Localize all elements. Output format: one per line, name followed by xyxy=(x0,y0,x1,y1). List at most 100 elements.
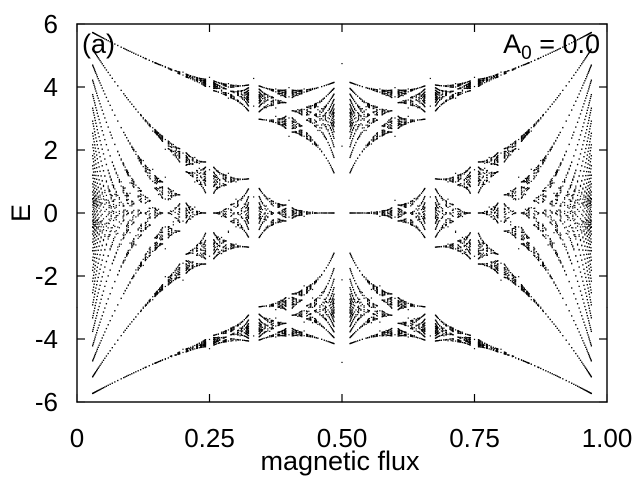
spectrum-dot-2135 xyxy=(187,270,190,272)
spectrum-dot-1373 xyxy=(440,197,442,199)
spectrum-dot-4695 xyxy=(161,286,163,289)
spectrum-dot-441 xyxy=(269,225,271,227)
spectrum-dot-1017 xyxy=(568,231,570,233)
spectrum-dot-234 xyxy=(194,156,196,159)
spectrum-dot-1092 xyxy=(217,170,219,172)
spectrum-dot-1071 xyxy=(147,174,149,177)
spectrum-dot-4721 xyxy=(203,178,205,181)
spectrum-dot-3354 xyxy=(293,293,295,295)
spectrum-dot-4800 xyxy=(246,327,248,330)
spectrum-dot-1605 xyxy=(294,131,296,134)
spectrum-dot-1055 xyxy=(111,315,113,317)
spectrum-dot-4871 xyxy=(267,94,269,96)
spectrum-dot-1112 xyxy=(323,298,325,300)
spectrum-dot-3295 xyxy=(245,220,247,222)
spectrum-dot-1975 xyxy=(400,210,402,213)
spectrum-dot-2984 xyxy=(328,162,330,164)
spectrum-dot-4209 xyxy=(537,228,539,230)
spectrum-dot-3531 xyxy=(582,363,584,365)
spectrum-dot-457 xyxy=(317,337,319,339)
spectrum-dot-1521 xyxy=(201,212,203,214)
spectrum-dot-2289 xyxy=(327,322,329,324)
spectrum-dot-1763 xyxy=(481,256,483,258)
spectrum-dot-4975 xyxy=(352,327,354,329)
spectrum-dot-3663 xyxy=(168,197,170,200)
spectrum-dot-3580 xyxy=(99,254,101,256)
spectrum-dot-1158 xyxy=(359,114,361,116)
spectrum-dot-594 xyxy=(297,92,299,95)
spectrum-dot-4432 xyxy=(319,148,321,150)
spectrum-dot-4070 xyxy=(422,200,424,202)
spectrum-dot-56 xyxy=(500,348,502,350)
spectrum-dot-1807 xyxy=(512,146,515,148)
spectrum-dot-4822 xyxy=(246,326,248,328)
spectrum-dot-2037 xyxy=(576,230,579,232)
spectrum-dot-3040 xyxy=(404,92,406,94)
spectrum-dot-1931 xyxy=(282,117,284,119)
spectrum-dot-1182 xyxy=(465,177,467,180)
spectrum-dot-3449 xyxy=(485,346,488,349)
spectrum-dot-2626 xyxy=(155,130,158,132)
spectrum-dot-2450 xyxy=(466,255,469,257)
spectrum-dot-1589 xyxy=(294,216,296,218)
spectrum-dot-1449 xyxy=(107,324,109,326)
spectrum-dot-712 xyxy=(239,322,241,324)
spectrum-dot-2040 xyxy=(576,194,579,196)
spectrum-dot-529 xyxy=(510,279,512,282)
spectrum-dot-1322 xyxy=(308,304,310,306)
spectrum-dot-238 xyxy=(194,344,196,347)
spectrum-dot-2228 xyxy=(271,323,273,325)
spectrum-dot-4848 xyxy=(267,98,269,101)
spectrum-dot-3129 xyxy=(505,70,507,73)
spectrum-dot-3429 xyxy=(437,330,439,332)
spectrum-dot-3537 xyxy=(582,249,584,251)
spectrum-dot-2405 xyxy=(439,195,441,197)
spectrum-dot-4860 xyxy=(267,226,269,228)
spectrum-dot-719 xyxy=(239,96,241,98)
spectrum-dot-4293 xyxy=(583,82,585,84)
spectrum-dot-490 xyxy=(413,318,415,320)
spectrum-dot-3760 xyxy=(237,178,239,180)
spectrum-dot-76 xyxy=(518,358,520,361)
spectrum-dot-1581 xyxy=(263,107,265,109)
spectrum-dot-3946 xyxy=(352,318,355,320)
spectrum-dot-3284 xyxy=(196,159,199,161)
spectrum-dot-1981 xyxy=(400,94,402,97)
spectrum-dot-2195 xyxy=(243,339,245,342)
spectrum-dot-4849 xyxy=(267,96,269,99)
spectrum-dot-4394 xyxy=(230,327,233,329)
spectrum-dot-115 xyxy=(303,215,305,217)
spectrum-dot-4368 xyxy=(186,171,189,173)
spectrum-dot-3728 xyxy=(214,174,216,176)
spectrum-dot-1520 xyxy=(201,239,203,241)
spectrum-dot-3938 xyxy=(352,110,355,113)
spectrum-dot-4930 xyxy=(330,320,332,322)
spectrum-dot-264 xyxy=(370,297,373,299)
spectrum-dot-3053 xyxy=(404,212,406,214)
spectrum-dot-672 xyxy=(157,233,160,235)
spectrum-dot-4088 xyxy=(445,94,447,96)
spectrum-dot-1631 xyxy=(325,306,328,308)
spectrum-dot-3753 xyxy=(237,330,239,332)
spectrum-dot-2774 xyxy=(579,229,582,231)
spectrum-dot-175 xyxy=(275,317,277,319)
spectrum-dot-3729 xyxy=(214,168,216,170)
spectrum-dot-2271 xyxy=(299,90,301,92)
spectrum-dot-2872 xyxy=(177,352,179,354)
spectrum-dot-2152 xyxy=(215,235,218,237)
spectrum-dot-3909 xyxy=(329,289,332,291)
spectrum-dot-1425 xyxy=(573,193,575,196)
spectrum-dot-2955 xyxy=(278,89,280,92)
spectrum-dot-4973 xyxy=(352,342,354,344)
spectrum-dot-1963 xyxy=(400,117,402,119)
spectrum-dot-1455 xyxy=(107,214,109,216)
spectrum-dot-2502 xyxy=(522,236,524,238)
spectrum-dot-3867 xyxy=(306,314,309,317)
spectrum-dot-4774 xyxy=(224,336,226,338)
spectrum-dot-1780 xyxy=(481,184,483,186)
spectrum-dot-4986 xyxy=(352,166,354,168)
spectrum-dot-3787 xyxy=(260,338,262,340)
spectrum-dot-2583 xyxy=(102,359,105,361)
spectrum-dot-1616 xyxy=(325,301,328,303)
spectrum-dot-886 xyxy=(565,273,567,276)
